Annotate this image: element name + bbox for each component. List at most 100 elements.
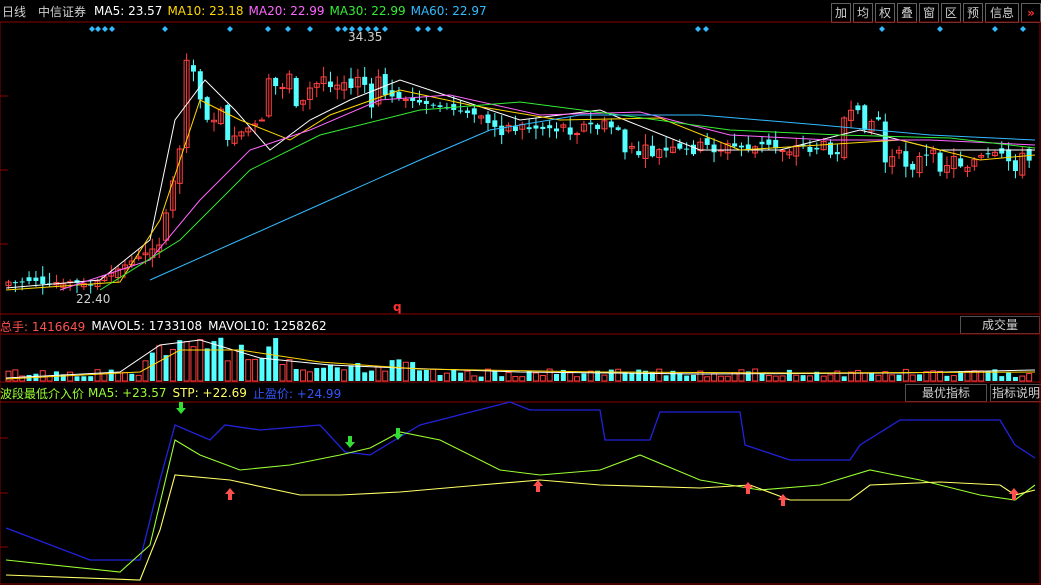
candle-body xyxy=(560,124,567,128)
candle-body xyxy=(156,244,163,252)
mavol5-label: MAVOL5: 1733108 xyxy=(91,319,203,333)
volume-bar xyxy=(793,374,800,382)
total-volume-label: 总手: 1416649 xyxy=(0,319,86,334)
candle-body xyxy=(622,129,628,153)
candle-body xyxy=(807,146,813,152)
toolbar-button[interactable]: 区 xyxy=(941,3,961,23)
candle-body xyxy=(225,105,231,140)
volume-bar xyxy=(499,376,505,381)
volume-bar xyxy=(841,376,847,381)
volume-bar xyxy=(546,368,553,382)
candle-body xyxy=(533,125,539,129)
candle-body xyxy=(943,164,950,173)
candle-body xyxy=(306,87,313,100)
mavol10-label: MAVOL10: 1258262 xyxy=(208,319,327,333)
arrow-up-icon xyxy=(1009,488,1019,500)
signal-diamond-icon xyxy=(695,26,701,32)
volume-bar xyxy=(806,375,813,382)
volume-bar xyxy=(820,375,827,382)
candle-body xyxy=(190,65,196,72)
candle-body xyxy=(1026,148,1032,161)
volume-bar xyxy=(321,367,327,381)
arrow-up-icon xyxy=(225,488,235,500)
indicator-green-line xyxy=(5,431,1036,573)
volume-bar xyxy=(218,337,224,381)
signal-diamond-icon xyxy=(703,26,709,32)
chart-grid xyxy=(0,21,1041,585)
volume-bar xyxy=(423,369,429,381)
volume-bar xyxy=(382,370,389,382)
volume-bar xyxy=(1006,372,1012,381)
ma-legend-item: MA30: 22.99 xyxy=(329,4,406,18)
volume-bar xyxy=(704,376,711,382)
candle-body xyxy=(204,97,210,120)
volume-bar xyxy=(362,372,368,381)
candle-body xyxy=(779,150,786,153)
high-price-label: 34.35 xyxy=(348,30,382,44)
signal-diamond-icon xyxy=(102,26,108,32)
candle-body xyxy=(300,100,307,105)
volume-bar xyxy=(129,373,135,381)
volume-bar xyxy=(539,375,546,382)
candle-body xyxy=(875,117,881,120)
candle-body xyxy=(930,149,937,155)
ma-legend-item: MA5: 23.57 xyxy=(94,4,163,18)
candle-body xyxy=(279,86,286,89)
candle-body xyxy=(437,105,443,107)
volume-bar xyxy=(636,369,642,381)
toolbar-button[interactable]: 叠 xyxy=(897,3,917,23)
signal-diamond-icon xyxy=(879,26,885,32)
volume-bar xyxy=(67,371,74,382)
volume-bar xyxy=(848,371,855,382)
signal-diamond-icon xyxy=(265,26,271,32)
arrow-up-icon xyxy=(778,494,788,506)
candle-body xyxy=(567,127,573,135)
volume-bar xyxy=(259,358,265,381)
volume-bar xyxy=(677,373,683,381)
volume-bar xyxy=(451,369,457,381)
toolbar-button[interactable]: 窗 xyxy=(919,3,939,23)
candle-body xyxy=(615,127,621,130)
candle-body xyxy=(724,143,731,154)
arrow-down-icon xyxy=(345,436,355,448)
volume-bar xyxy=(163,355,169,381)
candle-body xyxy=(485,114,491,124)
toolbar-button[interactable]: 预 xyxy=(963,3,983,23)
volume-bar xyxy=(800,375,806,381)
candle-body xyxy=(320,76,327,85)
volume-bar xyxy=(738,369,745,382)
volume-bar xyxy=(190,346,197,382)
volume-bar xyxy=(60,374,66,381)
signal-diamond-icon xyxy=(365,26,371,32)
candle-body xyxy=(855,105,861,111)
volume-bar xyxy=(306,371,313,382)
candle-body xyxy=(574,133,581,136)
arrow-up-icon xyxy=(743,482,753,494)
candle-body xyxy=(293,77,299,107)
period-label[interactable]: 日线 xyxy=(2,4,27,19)
moving-average-line xyxy=(99,101,1036,291)
low-price-label: 22.40 xyxy=(76,292,110,306)
volume-bar xyxy=(834,370,841,382)
volume-bar xyxy=(772,375,779,382)
moving-average-line xyxy=(149,114,1036,281)
volume-bar xyxy=(197,339,204,382)
indicator-help-button[interactable]: 指标说明 xyxy=(990,384,1041,402)
volume-bar xyxy=(958,371,964,381)
candle-body xyxy=(862,105,868,130)
volume-bar xyxy=(5,370,12,382)
candle-body xyxy=(423,100,429,104)
signal-marker: q xyxy=(393,300,402,314)
toolbar-button[interactable]: 加 xyxy=(831,3,851,23)
volume-bar xyxy=(369,370,375,381)
volume-bar xyxy=(334,367,340,381)
volume-bar xyxy=(724,375,731,382)
signal-diamond-icon xyxy=(357,26,363,32)
toolbar-button[interactable]: 权 xyxy=(875,3,895,23)
candle-body xyxy=(663,147,669,151)
volume-bar xyxy=(204,348,210,381)
candle-body xyxy=(985,153,991,155)
candle-body xyxy=(258,119,265,122)
candle-body xyxy=(417,99,422,103)
